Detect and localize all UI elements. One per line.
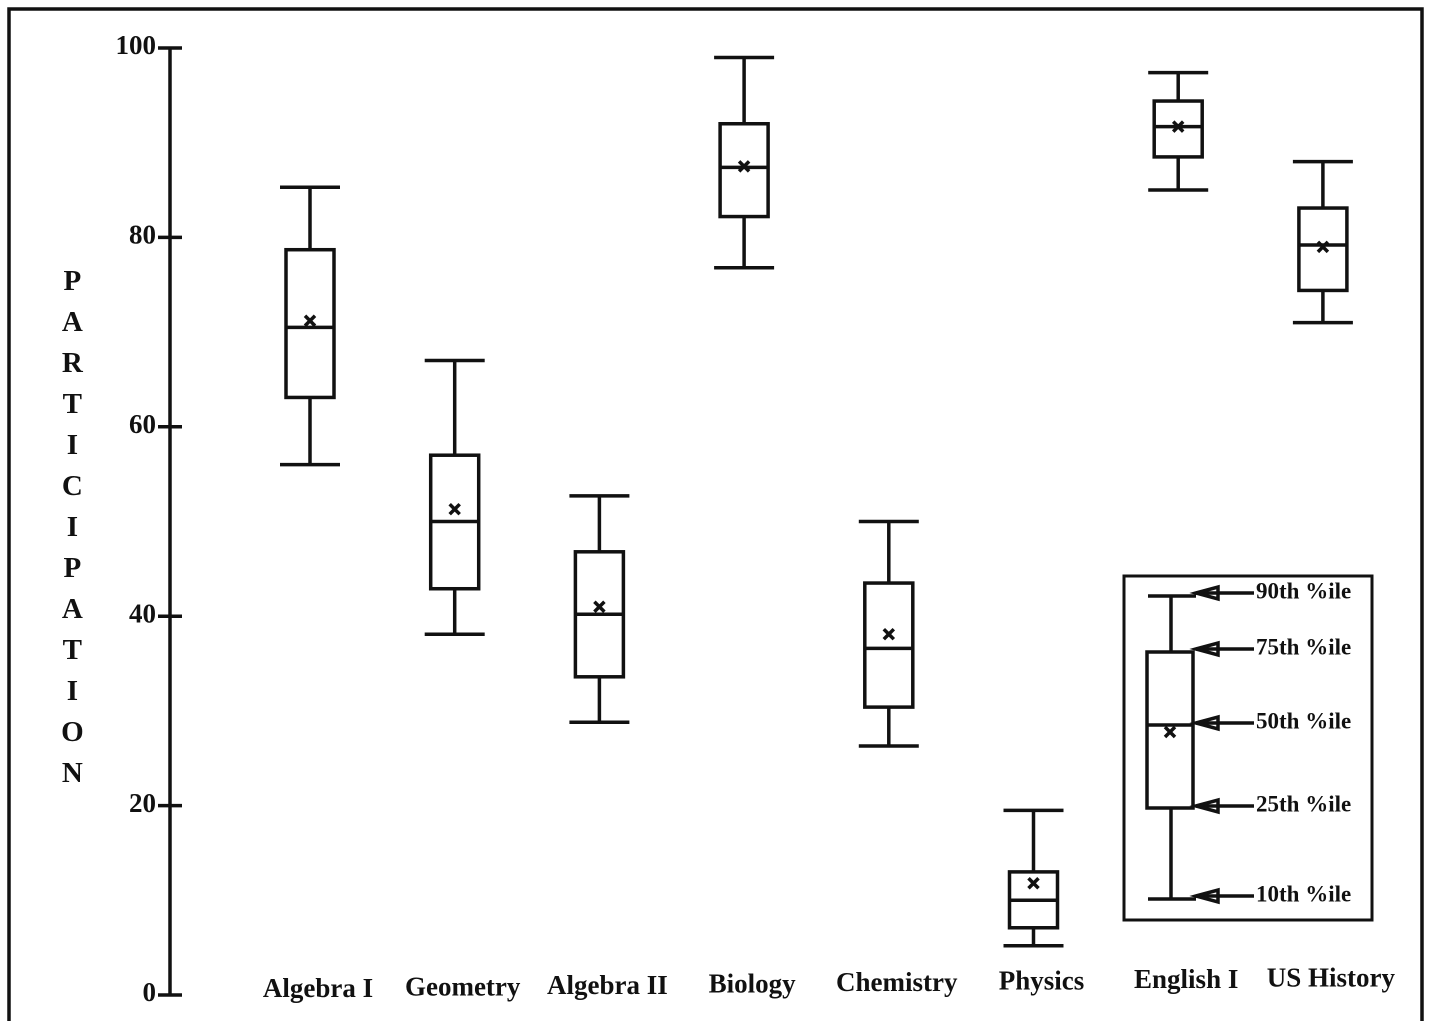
legend-arrowhead	[1189, 584, 1220, 602]
y-tick-label: 40	[129, 598, 156, 628]
x-tick-label: Physics	[999, 966, 1085, 996]
mean-marker	[303, 314, 317, 327]
legend-label: 10th %ile	[1256, 881, 1351, 906]
y-tick-label: 100	[116, 30, 157, 60]
y-tick-label: 60	[129, 409, 156, 439]
legend-label: 75th %ile	[1256, 634, 1351, 659]
y-axis-label: PARTICIPATION	[56, 265, 88, 798]
legend-box	[1122, 574, 1374, 922]
box	[718, 122, 770, 219]
box	[1152, 99, 1204, 159]
frame	[7, 7, 1424, 1021]
legend	[1122, 574, 1374, 922]
y-tick-label: 20	[129, 788, 156, 818]
mean-marker	[448, 502, 461, 516]
legend-arrowhead	[1189, 887, 1220, 905]
legend-mean	[1163, 725, 1177, 739]
legend-arrowhead	[1189, 714, 1220, 732]
y-tick-label: 0	[143, 977, 157, 1007]
x-tick-label: Biology	[709, 969, 797, 999]
legend-arrowhead	[1189, 640, 1220, 658]
box	[284, 247, 336, 400]
y-tick-label: 80	[129, 220, 156, 250]
x-tick-label: Geometry	[405, 972, 521, 1002]
box	[1297, 206, 1349, 293]
mean-marker	[1171, 120, 1185, 133]
legend-label: 25th %ile	[1256, 791, 1351, 816]
x-tick-label: English I	[1134, 964, 1238, 994]
legend-label: 50th %ile	[1256, 708, 1351, 733]
box	[863, 581, 915, 709]
mean-marker	[1316, 240, 1330, 254]
legend-label: 90th %ile	[1256, 578, 1351, 603]
legend-arrowhead	[1189, 797, 1220, 815]
x-tick-label: Algebra I	[263, 973, 373, 1003]
x-tick-label: Algebra II	[547, 970, 668, 1000]
x-tick-label: Chemistry	[836, 967, 958, 997]
x-tick-label: US History	[1267, 963, 1396, 993]
mean-marker	[593, 600, 606, 613]
mean-marker	[882, 627, 896, 641]
mean-marker	[1027, 877, 1040, 890]
mean-marker	[737, 160, 751, 173]
